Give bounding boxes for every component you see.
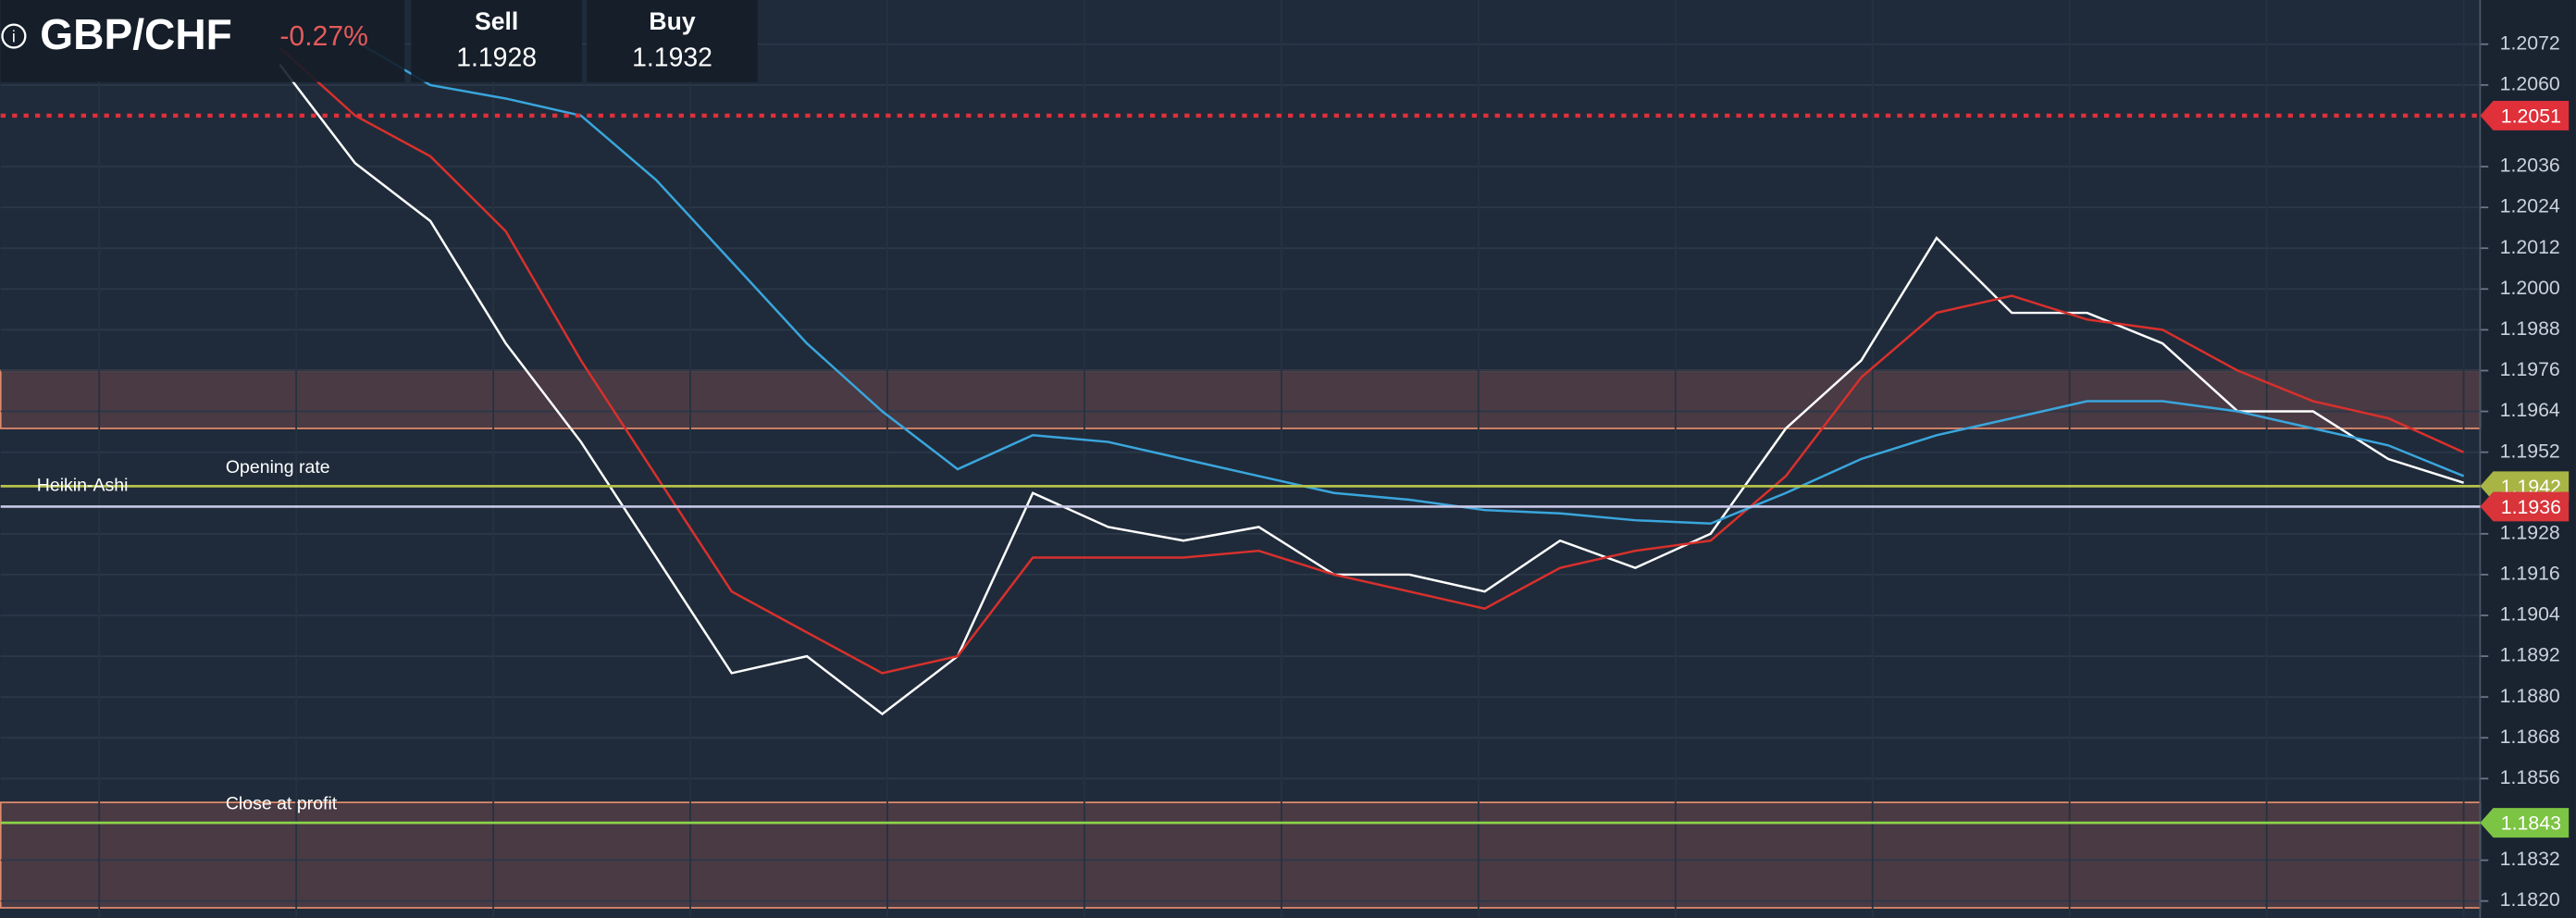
sell-price: 1.1928 bbox=[456, 43, 537, 72]
y-tick-label: 1.1820 bbox=[2500, 888, 2560, 911]
buy-price: 1.1932 bbox=[632, 43, 712, 72]
price-axis bbox=[2480, 0, 2576, 918]
info-i: i bbox=[12, 28, 16, 46]
buy-button[interactable] bbox=[587, 0, 758, 82]
y-tick-label: 1.1988 bbox=[2500, 317, 2560, 340]
y-tick-label: 1.2000 bbox=[2500, 277, 2560, 299]
zone bbox=[0, 801, 2482, 909]
y-tick-label: 1.1892 bbox=[2500, 644, 2560, 666]
y-tick-label: 1.1904 bbox=[2500, 603, 2560, 626]
y-tick-label: 1.1856 bbox=[2500, 766, 2560, 788]
level-label-bg bbox=[2480, 100, 2570, 130]
y-tick-label: 1.2012 bbox=[2500, 236, 2560, 258]
level-name: Close at profit bbox=[226, 794, 338, 814]
symbol: GBP/CHF bbox=[40, 10, 232, 58]
level-label-bg bbox=[2480, 808, 2570, 838]
level-label-bg bbox=[2480, 491, 2570, 522]
indicator-line bbox=[279, 63, 2464, 716]
level-name: Opening rate bbox=[226, 457, 330, 478]
sell-label: Sell bbox=[475, 7, 518, 35]
level-label: 1.1843 bbox=[2501, 813, 2561, 835]
header: i GBP/CHF -0.27% Sell 1.1928 Buy 1.1932 bbox=[0, 0, 758, 82]
y-tick-label: 1.1964 bbox=[2500, 399, 2560, 421]
change: -0.27% bbox=[279, 21, 368, 52]
level-label: 1.1936 bbox=[2501, 496, 2561, 518]
indicator-line bbox=[279, 46, 2465, 675]
y-tick-label: 1.2072 bbox=[2500, 31, 2560, 54]
buy-label: Buy bbox=[649, 7, 695, 35]
y-tick-label: 1.2060 bbox=[2500, 72, 2560, 94]
level-label: 1.2051 bbox=[2501, 105, 2561, 127]
y-tick-label: 1.1916 bbox=[2500, 563, 2560, 585]
y-tick-label: 1.2036 bbox=[2500, 155, 2560, 177]
indicator-label: Heikin-Ashi bbox=[37, 475, 129, 495]
sell-button[interactable] bbox=[411, 0, 582, 82]
y-tick-label: 1.1832 bbox=[2500, 848, 2560, 870]
y-tick-label: 1.1976 bbox=[2500, 358, 2560, 380]
y-tick-label: 1.2024 bbox=[2500, 195, 2560, 217]
zone bbox=[0, 369, 2482, 429]
y-tick-label: 1.1868 bbox=[2500, 726, 2560, 748]
info-icon[interactable] bbox=[1, 23, 27, 49]
indicator-line bbox=[354, 39, 2465, 525]
y-tick-label: 1.1928 bbox=[2500, 521, 2560, 543]
symbol-box bbox=[0, 0, 405, 82]
y-tick-label: 1.1880 bbox=[2500, 685, 2560, 707]
y-tick-label: 1.1952 bbox=[2500, 440, 2560, 462]
